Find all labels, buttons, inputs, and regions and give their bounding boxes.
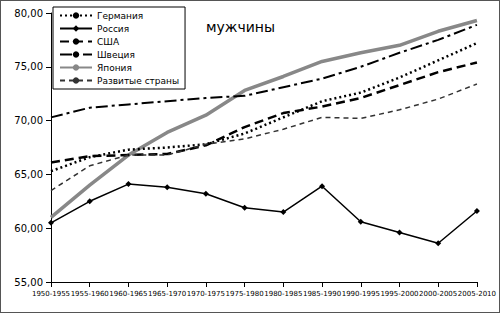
svg-text:75,00: 75,00 — [14, 61, 43, 72]
svg-text:1965-1970: 1965-1970 — [148, 290, 186, 298]
svg-text:1960-1965: 1960-1965 — [109, 290, 147, 298]
svg-text:80,00: 80,00 — [14, 8, 43, 19]
svg-text:65,00: 65,00 — [14, 169, 43, 180]
svg-text:55,00: 55,00 — [14, 277, 43, 288]
svg-text:1955-1960: 1955-1960 — [71, 290, 109, 298]
svg-text:1980-1985: 1980-1985 — [264, 290, 302, 298]
svg-text:Швеция: Швеция — [97, 50, 135, 60]
svg-text:Развитые страны: Развитые страны — [97, 76, 179, 86]
svg-text:2005-2010: 2005-2010 — [458, 290, 496, 298]
svg-text:Япония: Япония — [97, 63, 132, 73]
svg-text:60,00: 60,00 — [14, 223, 43, 234]
svg-text:Россия: Россия — [97, 24, 129, 34]
svg-text:1950-1955: 1950-1955 — [32, 290, 70, 298]
svg-text:Германия: Германия — [97, 11, 143, 21]
svg-text:1990-1995: 1990-1995 — [342, 290, 380, 298]
svg-text:1970-1975: 1970-1975 — [187, 290, 225, 298]
svg-text:США: США — [97, 37, 120, 47]
svg-text:2000-2005: 2000-2005 — [419, 290, 457, 298]
svg-text:мужчины: мужчины — [206, 19, 275, 35]
svg-text:1985-1990: 1985-1990 — [303, 290, 341, 298]
svg-text:1995-2000: 1995-2000 — [380, 290, 418, 298]
svg-text:70,00: 70,00 — [14, 115, 43, 126]
svg-text:1975-1980: 1975-1980 — [226, 290, 264, 298]
